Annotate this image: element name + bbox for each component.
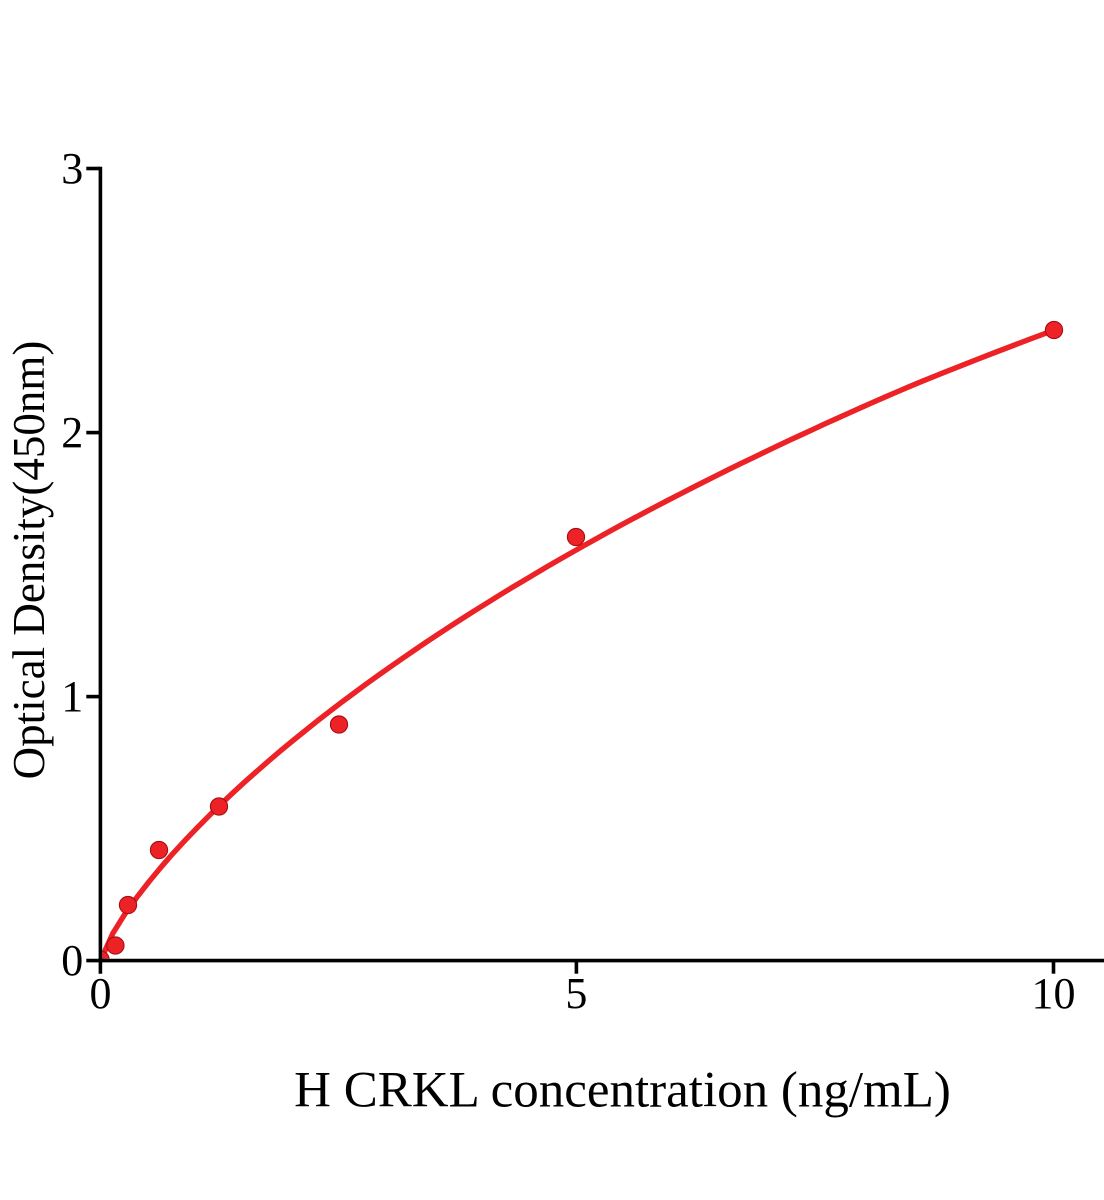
svg-text:1: 1 (61, 672, 83, 721)
svg-text:H CRKL concentration (ng/mL): H CRKL concentration (ng/mL) (294, 1063, 951, 1119)
svg-text:0: 0 (61, 936, 83, 985)
svg-text:0: 0 (90, 969, 112, 1018)
svg-text:Optical Density(450nm): Optical Density(450nm) (4, 341, 54, 780)
svg-text:3: 3 (61, 144, 83, 193)
svg-text:5: 5 (565, 969, 587, 1018)
svg-text:10: 10 (1032, 969, 1076, 1018)
svg-text:2: 2 (61, 408, 83, 457)
